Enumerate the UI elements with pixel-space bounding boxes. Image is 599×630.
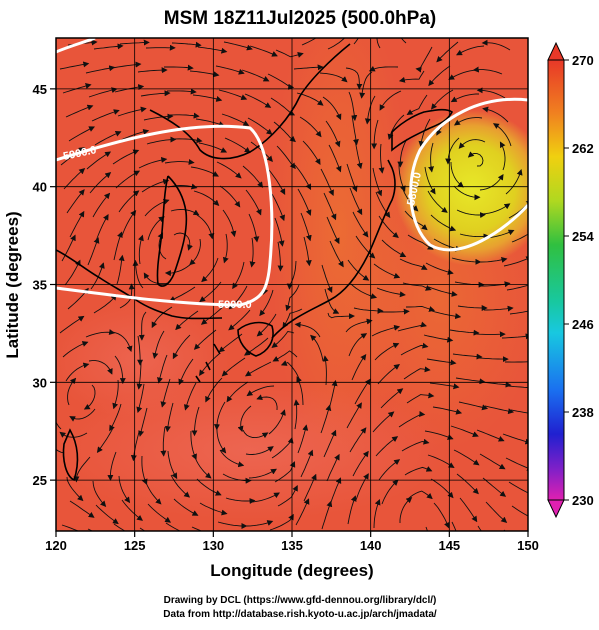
colorbar-tick-label: 270 bbox=[572, 53, 594, 68]
credit-data: Data from http://database.rish.kyoto-u.a… bbox=[163, 609, 437, 620]
x-tick-label: 120 bbox=[45, 538, 67, 553]
y-tick-label: 30 bbox=[33, 375, 47, 390]
x-axis-label: Longitude (degrees) bbox=[210, 561, 373, 580]
colorbar-tick-label: 254 bbox=[572, 229, 594, 244]
x-tick-label: 130 bbox=[202, 538, 224, 553]
y-tick-label: 40 bbox=[33, 180, 47, 195]
y-tick-label: 45 bbox=[33, 82, 47, 97]
colorbar: 270 262 254 246 238 230 bbox=[548, 43, 594, 517]
colorbar-gradient bbox=[548, 60, 564, 500]
map-title: MSM 18Z11Jul2025 (500.0hPa) bbox=[164, 8, 436, 29]
x-tick-label: 150 bbox=[517, 538, 539, 553]
y-axis-ticks: 25 30 35 40 45 bbox=[33, 82, 56, 488]
x-tick-label: 140 bbox=[360, 538, 382, 553]
plot-area bbox=[45, 0, 550, 555]
colorbar-ticks: 270 262 254 246 238 230 bbox=[564, 53, 594, 508]
colorbar-tick-label: 238 bbox=[572, 405, 594, 420]
contour-label: 5900.0 bbox=[218, 299, 252, 311]
streamline bbox=[505, 362, 534, 363]
y-axis-label: Latitude (degrees) bbox=[3, 211, 22, 358]
colorbar-tick-label: 262 bbox=[572, 141, 594, 156]
colorbar-max-triangle bbox=[548, 43, 564, 60]
x-tick-label: 125 bbox=[124, 538, 146, 553]
colorbar-tick-label: 230 bbox=[572, 493, 594, 508]
y-tick-label: 25 bbox=[33, 473, 47, 488]
y-tick-label: 35 bbox=[33, 278, 47, 293]
x-tick-label: 135 bbox=[281, 538, 303, 553]
x-axis-ticks: 120 125 130 135 140 145 150 bbox=[45, 531, 539, 553]
credit-drawing: Drawing by DCL (https://www.gfd-dennou.o… bbox=[164, 595, 437, 606]
colorbar-min-triangle bbox=[548, 500, 564, 517]
x-tick-label: 145 bbox=[438, 538, 460, 553]
colorbar-tick-label: 246 bbox=[572, 317, 594, 332]
